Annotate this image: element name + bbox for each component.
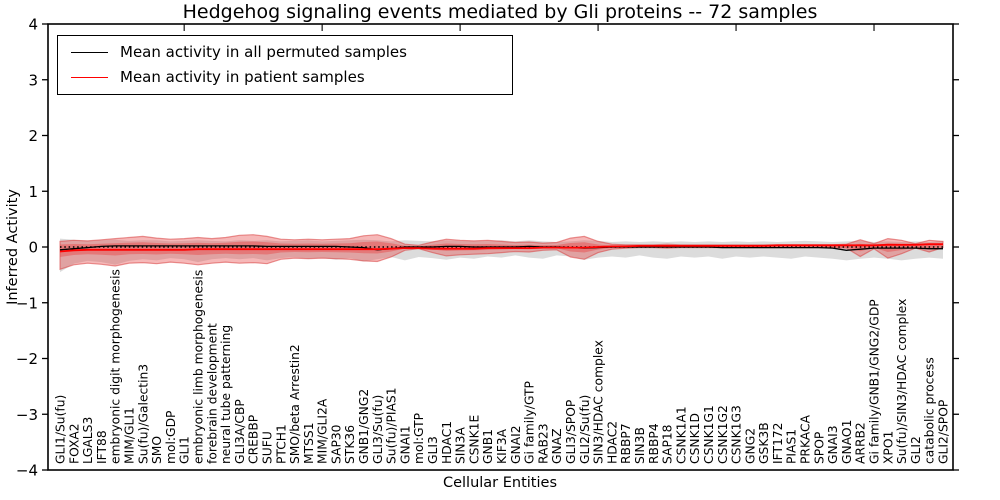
category-label: Gi family/GTP	[523, 381, 537, 464]
category-label: RAB23	[536, 423, 550, 464]
category-label: CSNK1G2	[716, 405, 730, 464]
category-label: CREBBP	[247, 415, 261, 464]
band-patient-core	[60, 241, 943, 257]
category-label: GNAI1	[398, 425, 412, 464]
category-label: GSK3B	[757, 422, 771, 464]
category-label: GNB1	[481, 429, 495, 464]
category-label: SIN3A	[454, 427, 468, 464]
category-label: HDAC2	[605, 421, 619, 464]
category-label: Su(fu)/PIAS1	[385, 387, 399, 464]
category-label: KIF3A	[495, 428, 509, 464]
category-label: RBBP4	[647, 423, 661, 464]
category-label: RBBP7	[619, 423, 633, 464]
y-tick-label: −3	[16, 406, 38, 424]
chart-title: Hedgehog signaling events mediated by Gl…	[182, 1, 818, 23]
category-label: MTSS1	[302, 422, 316, 464]
y-tick-label: 4	[28, 16, 38, 34]
category-label: GLI3/SPOP	[564, 400, 578, 464]
category-label: Su(fu)/SIN3/HDAC complex	[895, 299, 909, 464]
category-label: PIAS1	[785, 429, 799, 464]
category-label: IFT172	[771, 423, 785, 464]
category-label: FOXA2	[67, 423, 81, 464]
category-label: SMO/beta Arrestin2	[288, 344, 302, 464]
category-label: MIM/GLI1	[123, 407, 137, 464]
category-label: Gi family/GNB1/GNG2/GDP	[868, 299, 882, 464]
category-label: SIN3/HDAC complex	[592, 340, 606, 464]
y-tick-label: 0	[28, 239, 38, 257]
category-label: GLI3	[426, 436, 440, 464]
category-label: SIN3B	[633, 427, 647, 464]
category-label: embryonic digit morphogenesis	[109, 269, 123, 464]
category-label: Su(fu)/Galectin3	[136, 364, 150, 464]
legend: Mean activity in all permuted samples Me…	[57, 35, 513, 95]
y-tick-label: 1	[28, 183, 38, 201]
category-label: STK36	[343, 425, 357, 464]
category-label: mol:GTP	[412, 413, 426, 464]
line-patient-mean	[59, 243, 943, 253]
category-label: CSNK1A1	[674, 406, 688, 464]
line-permuted-mean	[59, 245, 943, 251]
legend-label-patient: Mean activity in patient samples	[120, 67, 365, 86]
category-label: GLI2/Su(fu)	[578, 395, 592, 464]
category-label: SMO	[150, 436, 164, 464]
category-label: neural tube patterning	[219, 325, 233, 464]
category-label: LGALS3	[81, 417, 95, 464]
category-label: SPOP	[812, 432, 826, 464]
category-label: GLI2	[909, 436, 923, 464]
category-label: GLI3A/CBP	[233, 399, 247, 464]
category-label: MIM/GLI2A	[316, 398, 330, 464]
category-label: GNG2	[743, 428, 757, 464]
category-label: GNB1/GNG2	[357, 389, 371, 464]
category-label: embryonic limb morphogenesis	[192, 270, 206, 464]
category-label: GLI2/SPOP	[937, 400, 951, 464]
legend-item-permuted: Mean activity in all permuted samples	[71, 45, 512, 60]
category-label: GNAZ	[550, 428, 564, 464]
y-tick-label: −2	[16, 350, 38, 368]
legend-swatch-permuted-line	[71, 52, 108, 54]
y-axis-label: Inferred Activity	[5, 189, 21, 305]
category-label: SAP18	[661, 424, 675, 464]
category-label: SAP30	[329, 424, 343, 464]
category-label: GNAO1	[840, 420, 854, 464]
category-label: forebrain development	[205, 323, 219, 464]
category-label: CSNK1D	[688, 413, 702, 464]
category-label: GLI1	[178, 436, 192, 464]
category-label: GNAI2	[509, 425, 523, 464]
legend-label-permuted: Mean activity in all permuted samples	[120, 43, 407, 62]
category-label: PRKACA	[799, 414, 813, 464]
category-label: XPO1	[881, 431, 895, 464]
y-tick-label: −4	[16, 462, 38, 480]
legend-swatch-patient-line	[71, 76, 108, 78]
category-label: GLI3/Su(fu)	[371, 395, 385, 464]
y-tick-label: 3	[28, 71, 38, 89]
category-label: CSNK1E	[467, 415, 481, 464]
category-label: GNAI3	[826, 425, 840, 464]
category-label: IFT88	[95, 430, 109, 464]
category-label: CSNK1G3	[730, 405, 744, 464]
category-label: CSNK1G1	[702, 405, 716, 464]
category-label: ARRB2	[854, 422, 868, 464]
category-label: mol:GDP	[164, 411, 178, 464]
category-label: HDAC1	[440, 421, 454, 464]
category-label: PTCH1	[274, 424, 288, 464]
category-label: GLI1/Su(fu)	[54, 395, 68, 464]
x-axis-label: Cellular Entities	[442, 475, 558, 491]
y-tick-label: −1	[16, 294, 38, 312]
category-label: catabolic process	[923, 357, 937, 464]
category-label: SUFU	[261, 431, 275, 464]
y-tick-label: 2	[28, 127, 38, 145]
legend-item-patient: Mean activity in patient samples	[71, 67, 512, 86]
